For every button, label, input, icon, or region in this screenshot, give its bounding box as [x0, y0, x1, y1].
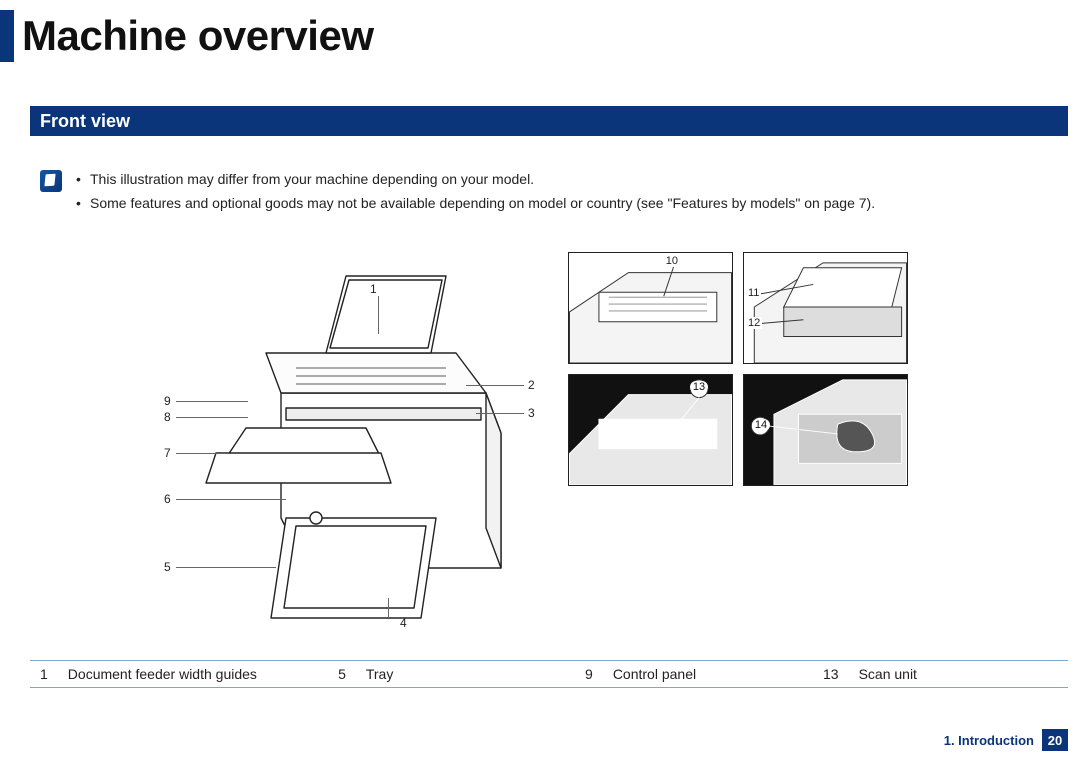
part-label: Document feeder width guides	[58, 661, 328, 688]
part-num: 1	[30, 661, 58, 688]
page-title: Machine overview	[22, 12, 373, 60]
panel-label-10: 10	[664, 255, 680, 267]
note-block: This illustration may differ from your m…	[40, 168, 1060, 217]
table-row: 1 Document feeder width guides 5 Tray 9 …	[30, 661, 1068, 688]
part-num: 9	[575, 661, 603, 688]
footer-page-number: 20	[1042, 729, 1068, 751]
page-title-block: Machine overview	[0, 10, 373, 62]
panel-13: 13	[568, 374, 733, 486]
callout-2: 2	[528, 378, 535, 392]
section-header: Front view	[30, 106, 1068, 136]
callout-7: 7	[164, 446, 171, 460]
note-item: This illustration may differ from your m…	[76, 168, 875, 190]
callout-5: 5	[164, 560, 171, 574]
panel-label-11: 11	[746, 287, 761, 299]
panel-14: 14	[743, 374, 908, 486]
callout-1: 1	[370, 282, 377, 296]
printer-illustration	[186, 258, 546, 638]
panel-label-14: 14	[752, 419, 770, 431]
callout-6: 6	[164, 492, 171, 506]
panel-label-13: 13	[690, 381, 708, 393]
diagram-area: 9 8 7 6 5 1 2 3 4	[168, 258, 918, 648]
footer-chapter: 1. Introduction	[944, 733, 1034, 748]
part-label: Scan unit	[849, 661, 1068, 688]
section-title: Front view	[40, 111, 130, 131]
note-icon	[40, 170, 62, 192]
part-num: 5	[328, 661, 356, 688]
callout-9: 9	[164, 394, 171, 408]
detail-panels: 10 11 12	[568, 252, 918, 486]
callout-4: 4	[400, 616, 407, 630]
title-accent-bar	[0, 10, 14, 62]
note-list: This illustration may differ from your m…	[76, 168, 875, 217]
note-item: Some features and optional goods may not…	[76, 192, 875, 214]
part-label: Control panel	[603, 661, 813, 688]
callout-8: 8	[164, 410, 171, 424]
panel-11-12: 11 12	[743, 252, 908, 364]
part-num: 13	[813, 661, 849, 688]
parts-table: 1 Document feeder width guides 5 Tray 9 …	[30, 660, 1068, 688]
part-label: Tray	[356, 661, 575, 688]
callout-3: 3	[528, 406, 535, 420]
page-footer: 1. Introduction 20	[944, 729, 1068, 751]
panel-10: 10	[568, 252, 733, 364]
panel-label-12: 12	[746, 317, 762, 329]
